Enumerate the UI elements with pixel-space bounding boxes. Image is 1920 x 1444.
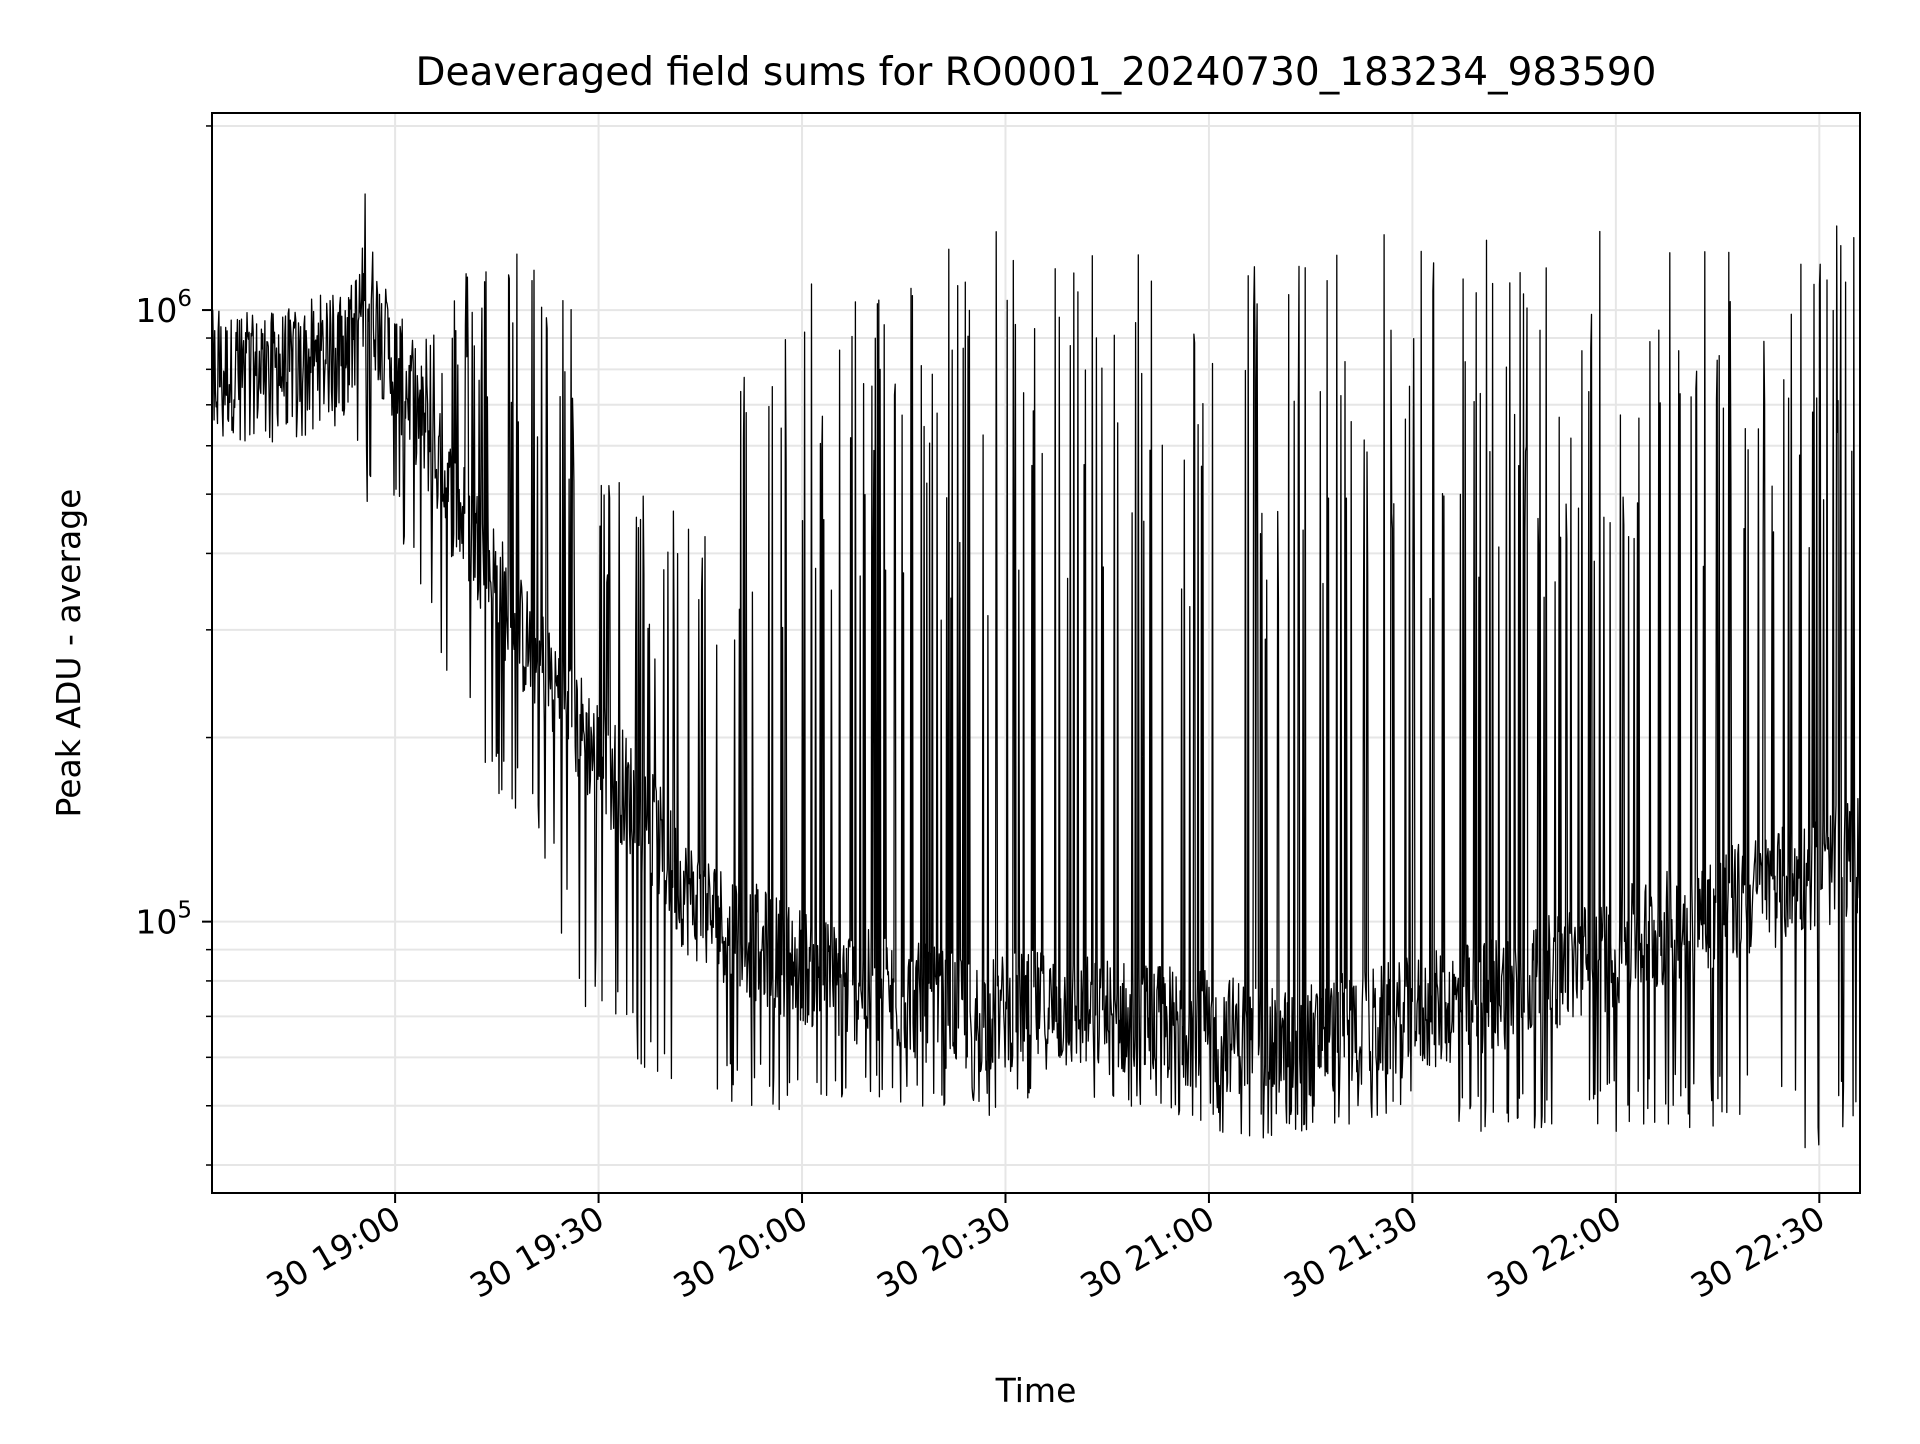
y-tick-label: 105 (135, 898, 192, 942)
y-tick-label: 106 (135, 286, 192, 330)
x-axis-label: Time (995, 1371, 1077, 1410)
series-layer (211, 193, 1861, 1149)
plot-frame (211, 112, 1861, 1194)
series-line (211, 193, 1861, 1149)
grid (212, 113, 1860, 1193)
y-axis-label: Peak ADU - average (49, 489, 88, 818)
chart-title: Deaveraged field sums for RO0001_2024073… (416, 50, 1657, 95)
